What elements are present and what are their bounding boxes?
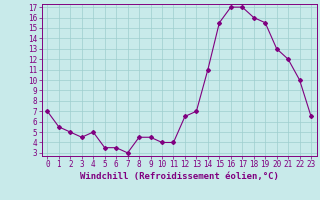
X-axis label: Windchill (Refroidissement éolien,°C): Windchill (Refroidissement éolien,°C) [80, 172, 279, 181]
